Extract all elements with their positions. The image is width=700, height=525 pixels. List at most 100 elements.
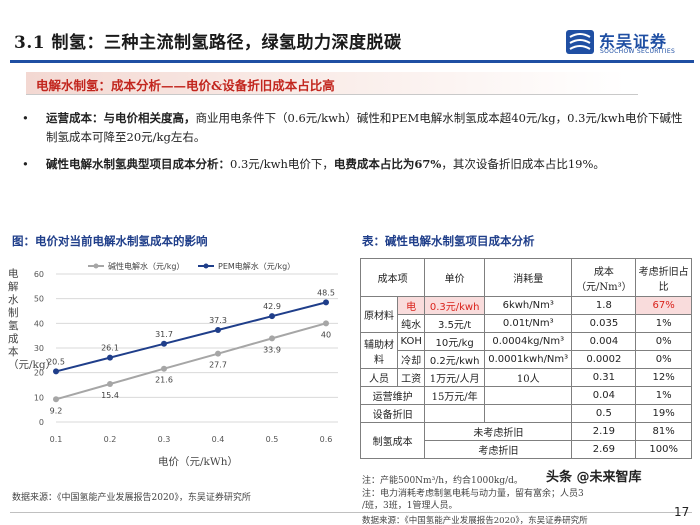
table-note: 注：产能500Nm³/h，约合1000kg/d。 [362,476,523,486]
data-point [53,396,59,403]
x-tick-label: 0.5 [266,435,279,444]
x-tick-label: 0.3 [158,435,171,444]
legend-label: PEM电解水（元/kg） [218,261,295,271]
row-labor-consumption: 10人 [483,368,573,387]
y-tick-label: 20 [34,369,44,378]
table-header-row: 成本项 单价 消耗量 成本（元/Nm³） 考虑折旧占比 [359,258,692,297]
table-row: 原材料 电 0.3元/kwh 6kwh/Nm³ 1.8 67% [359,296,692,333]
y-tick-label: 0 [39,418,44,427]
figure-source: 数据来源：《中国氢能产业发展报告2020》，东吴证券研究所 [12,493,251,503]
row-cooling-price: 0.2元/kwh [424,350,485,369]
row-cooling-name: 冷却 [397,350,426,369]
row-labor-share: 12% [635,368,692,387]
row-maintenance-name: 运营维护 [359,386,426,405]
data-label: 27.7 [209,361,227,370]
row-cooling-consumption: 0.0001kwh/Nm³ [483,350,573,369]
row-total-no-dep-cost: 2.19 [571,422,637,441]
data-point [215,350,221,357]
row-koh-name: KOH [397,332,426,351]
row-depreciation-consumption [483,404,573,423]
legend-label: 碱性电解水（元/kg） [108,261,184,271]
row-koh-consumption: 0.0004kg/Nm³ [483,332,573,351]
table-title: 表：碱性电解水制氢项目成本分析 [362,234,535,248]
row-maintenance-share: 1% [635,386,692,405]
series-line [55,301,327,373]
header-consumption: 消耗量 [483,258,573,297]
bullet-text: 商业用电条件下（0.6元/kwh）碱性和PEM电解水制氢成本超40元/kg，0.… [46,111,683,144]
row-labor-category: 人员 [359,368,399,387]
header-item: 成本项 [359,258,426,297]
y-tick-label: 60 [34,270,44,279]
data-label: 20.5 [47,357,65,366]
row-water-price: 3.5元/t [424,314,485,333]
y-tick-label: 10 [34,393,44,402]
data-label: 9.2 [50,406,63,415]
bullet-typical-project: 碱性电解水制氢典型项目成本分析：0.3元/kwh电价下，电费成本占比为67%，其… [46,155,686,174]
bullet-operating-cost: 运营成本：与电价相关度高，商业用电条件下（0.6元/kwh）碱性和PEM电解水制… [46,109,686,147]
data-label: 33.9 [263,345,281,354]
x-tick-label: 0.1 [50,435,63,444]
y-tick-label: 40 [34,319,44,328]
data-point [107,381,113,388]
page-number: 17 [674,505,690,519]
data-label: 40 [321,330,331,339]
header-cost: 成本（元/Nm³） [571,258,637,297]
row-labor-price: 1万元/人月 [424,368,485,387]
bullet-bold: 运营成本：与电价相关度高， [46,111,196,125]
row-total-dep-share: 100% [635,440,692,459]
header-share: 考虑折旧占比 [635,258,692,297]
data-point [269,335,275,342]
data-point [215,326,221,333]
category-auxiliary: 辅助材料 [359,332,399,369]
x-tick-label: 0.6 [320,435,333,444]
brand-name-cn: 东吴证券 [599,32,668,51]
row-labor-cost: 0.31 [571,368,637,387]
header-price: 单价 [424,258,485,297]
row-water-share: 1% [635,314,692,333]
bullet-text: 0.3元/kwh电价下， [230,157,334,171]
data-point [53,368,59,375]
data-point [323,299,329,306]
row-electricity-cost: 1.8 [571,296,637,315]
section-title: 电解水制氢：成本分析——电价&设备折旧成本占比高 [36,78,335,93]
data-label: 42.9 [263,302,281,311]
data-label: 37.3 [209,316,227,325]
x-tick-label: 0.4 [212,435,225,444]
row-total-name: 制氢成本 [359,422,426,459]
bullet-bold: 碱性电解水制氢典型项目成本分析： [46,157,230,171]
row-electricity-consumption: 6kwh/Nm³ [483,296,573,315]
table-row: 人员 工资 1万元/人月 10人 0.31 12% [359,368,692,387]
data-label: 21.6 [155,376,173,385]
row-electricity-name: 电 [397,296,426,315]
page-title: 3.1 制氢：三种主流制氢路径，绿氢助力深度脱碳 [14,33,402,53]
table-row: 制氢成本 未考虑折旧 2.19 81% [359,422,692,459]
table-note: 注：电力消耗考虑制氢电耗与动力量，留有富余；人员3 [362,489,584,499]
data-point [161,365,167,372]
data-point [323,320,329,327]
row-electricity-price: 0.3元/kwh [424,296,485,315]
brand-mark-icon [566,30,594,54]
category-raw-material: 原材料 [359,296,399,333]
data-point [161,340,167,347]
row-depreciation-price [424,404,485,423]
row-water-name: 纯水 [397,314,426,333]
row-water-cost: 0.035 [571,314,637,333]
table-row: 考虑折旧 2.69 100% [361,440,692,459]
bullet-text: ，其次设备折旧成本占比19%。 [441,157,605,171]
data-point [107,354,113,361]
legend-marker [93,263,99,269]
row-total-no-dep-label: 未考虑折旧 [424,422,573,441]
data-label: 48.5 [317,288,335,297]
row-electricity-share: 67% [635,296,692,315]
footer-divider [10,512,692,513]
y-tick-label: 30 [34,344,44,353]
row-maintenance-consumption [483,386,573,405]
row-water-consumption: 0.01t/Nm³ [483,314,573,333]
data-label: 26.1 [101,344,119,353]
bullet-dot-icon: • [22,111,29,125]
chart-x-axis-label: 电价（元/kWh） [158,456,238,468]
table-row: 设备折旧 0.5 19% [359,404,692,423]
row-total-dep-label: 考虑折旧 [424,440,573,459]
header-divider [10,60,694,63]
row-cooling-cost: 0.0002 [571,350,637,369]
